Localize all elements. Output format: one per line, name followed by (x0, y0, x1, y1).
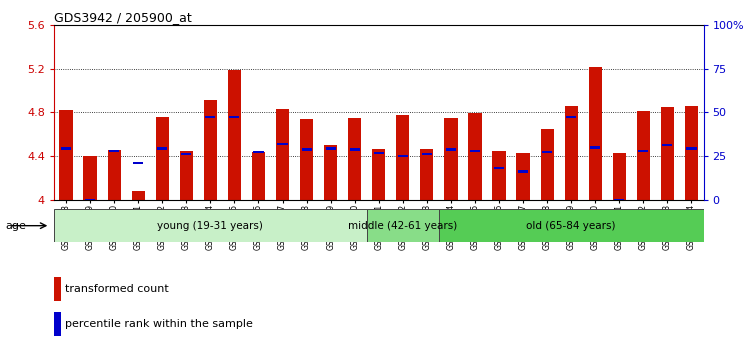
Bar (131, 191, 145, 200)
Bar (589, 68, 602, 200)
Bar (134, 161, 143, 164)
Bar (590, 146, 600, 149)
Bar (541, 129, 554, 200)
Bar (637, 111, 650, 200)
Bar (372, 149, 386, 200)
Bar (206, 115, 215, 118)
Bar (107, 150, 121, 200)
Bar (54, 277, 62, 301)
Bar (254, 150, 263, 153)
Bar (614, 199, 624, 201)
Bar (661, 107, 674, 200)
Text: percentile rank within the sample: percentile rank within the sample (65, 319, 254, 329)
Bar (109, 149, 119, 152)
Bar (468, 114, 482, 200)
Bar (276, 109, 290, 200)
Bar (54, 209, 367, 242)
Bar (158, 147, 167, 150)
Bar (613, 153, 626, 200)
Bar (662, 144, 673, 147)
Bar (686, 147, 697, 150)
Bar (685, 106, 698, 200)
Bar (156, 117, 169, 200)
Bar (446, 148, 456, 151)
Text: GDS3942 / 205900_at: GDS3942 / 205900_at (54, 11, 192, 24)
Bar (180, 151, 193, 200)
Bar (350, 148, 360, 151)
Bar (542, 150, 552, 153)
Bar (85, 199, 95, 201)
Bar (420, 149, 434, 200)
Bar (422, 153, 432, 155)
Bar (228, 70, 241, 200)
Text: young (19-31 years): young (19-31 years) (158, 221, 263, 231)
Bar (439, 209, 704, 242)
Bar (348, 118, 361, 200)
Bar (367, 209, 439, 242)
Bar (326, 147, 336, 150)
Text: transformed count: transformed count (65, 284, 169, 294)
Text: old (65-84 years): old (65-84 years) (526, 221, 616, 231)
Bar (278, 143, 287, 145)
Bar (54, 312, 62, 336)
Bar (83, 156, 97, 200)
Bar (493, 151, 506, 200)
Bar (302, 148, 312, 151)
Bar (494, 167, 504, 170)
Bar (230, 115, 239, 118)
Bar (470, 149, 480, 152)
Bar (398, 155, 408, 158)
Bar (61, 147, 71, 150)
Bar (396, 115, 410, 200)
Bar (204, 100, 217, 200)
Bar (374, 152, 384, 154)
Bar (638, 149, 649, 152)
Bar (252, 152, 265, 200)
Bar (517, 153, 530, 200)
Bar (300, 119, 313, 200)
Text: middle (42-61 years): middle (42-61 years) (348, 221, 458, 231)
Bar (566, 115, 576, 118)
Bar (444, 118, 458, 200)
Bar (182, 153, 191, 155)
Bar (59, 110, 73, 200)
Bar (324, 145, 338, 200)
Text: age: age (5, 221, 26, 231)
Bar (565, 106, 578, 200)
Bar (518, 170, 528, 173)
